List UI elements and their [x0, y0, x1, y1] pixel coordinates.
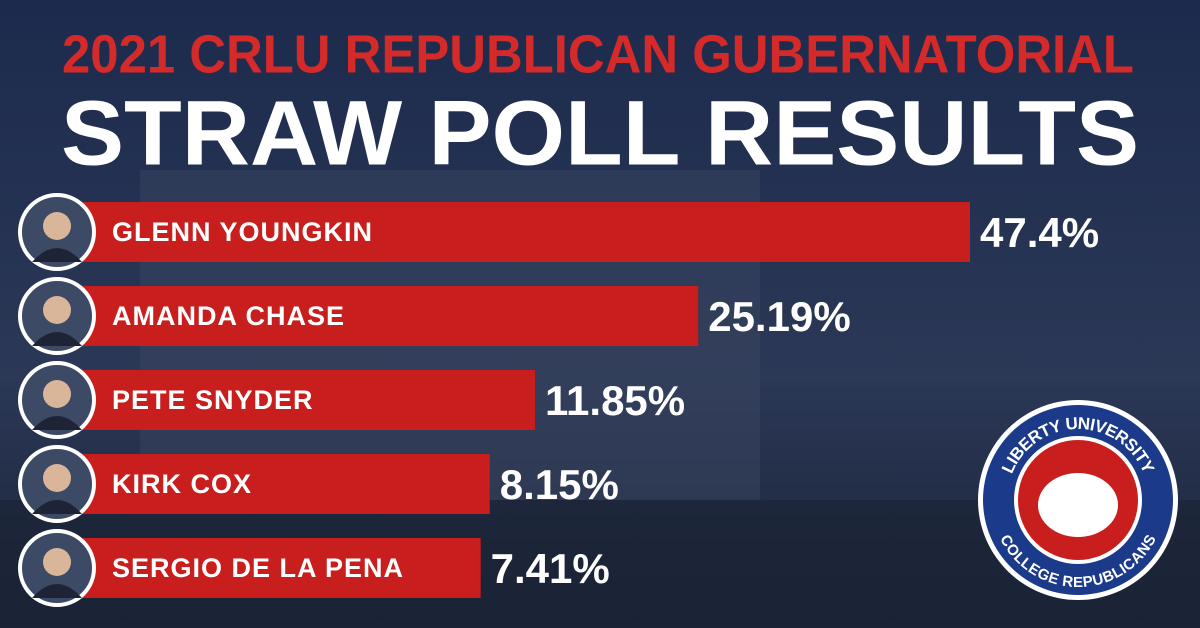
- bar: [60, 370, 535, 430]
- value-label: 8.15%: [500, 461, 619, 508]
- logo-elephant: [1038, 473, 1118, 537]
- value-label: 25.19%: [708, 293, 850, 340]
- category-label: KIRK COX: [112, 469, 252, 499]
- chart-title: 2021 CRLU REPUBLICAN GUBERNATORIAL: [62, 24, 1134, 84]
- bar: [60, 538, 481, 598]
- avatar-body: [32, 500, 82, 514]
- avatar-head: [43, 296, 71, 324]
- category-label: SERGIO DE LA PENA: [112, 553, 404, 583]
- category-label: AMANDA CHASE: [112, 301, 345, 331]
- category-label: GLENN YOUNGKIN: [112, 217, 373, 247]
- bar: [60, 454, 490, 514]
- chart-subtitle: STRAW POLL RESULTS: [61, 82, 1139, 184]
- avatar-head: [43, 548, 71, 576]
- bar: [60, 202, 970, 262]
- value-label: 47.4%: [980, 209, 1099, 256]
- avatar-head: [43, 212, 71, 240]
- category-label: PETE SNYDER: [112, 385, 314, 415]
- logo: LIBERTY UNIVERSITY COLLEGE REPUBLICANS: [978, 400, 1178, 600]
- avatar-body: [32, 248, 82, 262]
- avatar-body: [32, 332, 82, 346]
- avatar-body: [32, 416, 82, 430]
- value-label: 7.41%: [491, 545, 610, 592]
- avatar-body: [32, 584, 82, 598]
- avatar-head: [43, 380, 71, 408]
- avatar-head: [43, 464, 71, 492]
- bar: [60, 286, 699, 346]
- value-label: 11.85%: [545, 377, 685, 424]
